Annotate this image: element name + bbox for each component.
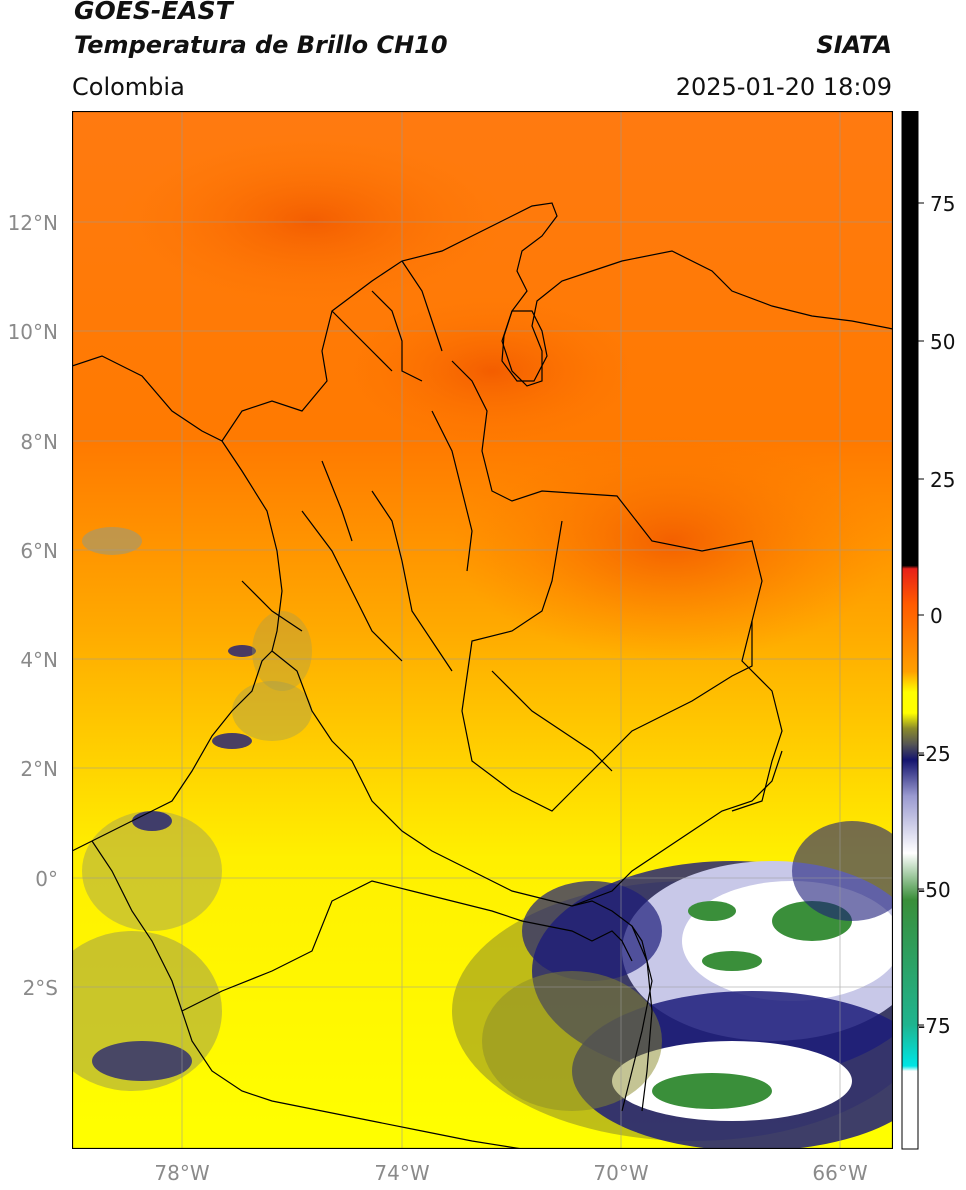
- cold-cloud-field: [452, 821, 893, 1149]
- lat-label: 2°N: [20, 757, 58, 781]
- graticule: [72, 111, 893, 1149]
- satellite-map[interactable]: [72, 111, 893, 1149]
- lon-label: 66°W: [812, 1161, 867, 1185]
- datetime-label: 2025-01-20 18:09: [675, 73, 892, 101]
- country-borders: [72, 202, 893, 1149]
- lat-label: 10°N: [8, 320, 58, 344]
- lon-label: 74°W: [374, 1161, 429, 1185]
- colorbar: 75 50 25 0 -25 -50 -75: [901, 111, 955, 1150]
- lat-label: 6°N: [20, 539, 58, 563]
- region-label: Colombia: [72, 73, 185, 101]
- colorbar-label: 50: [930, 330, 955, 354]
- lat-label: 4°N: [20, 648, 58, 672]
- colorbar-label: -25: [918, 742, 951, 766]
- lat-label: 0°: [35, 867, 58, 891]
- lat-label: 8°N: [20, 430, 58, 454]
- title-product: Temperatura de Brillo CH10: [74, 31, 448, 59]
- warm-region: [332, 291, 652, 451]
- colorbar-label: -75: [918, 1014, 951, 1038]
- colorbar-label: -50: [918, 878, 951, 902]
- lon-label: 70°W: [593, 1161, 648, 1185]
- warm-region: [112, 131, 512, 311]
- colorbar-label: 75: [930, 192, 955, 216]
- lat-label: 2°S: [23, 976, 58, 1000]
- lon-label: 78°W: [154, 1161, 209, 1185]
- map-frame: [72, 111, 893, 1149]
- title-satellite: GOES-EAST: [74, 0, 233, 25]
- warm-region: [452, 421, 892, 661]
- pacific-cloud-field: [72, 527, 312, 1091]
- lat-label: 12°N: [8, 211, 58, 235]
- source-label: SIATA: [816, 31, 892, 59]
- colorbar-gradient: [901, 111, 919, 1150]
- colorbar-ticks: [918, 202, 924, 1026]
- colorbar-label: 0: [930, 604, 943, 628]
- colorbar-label: 25: [930, 468, 955, 492]
